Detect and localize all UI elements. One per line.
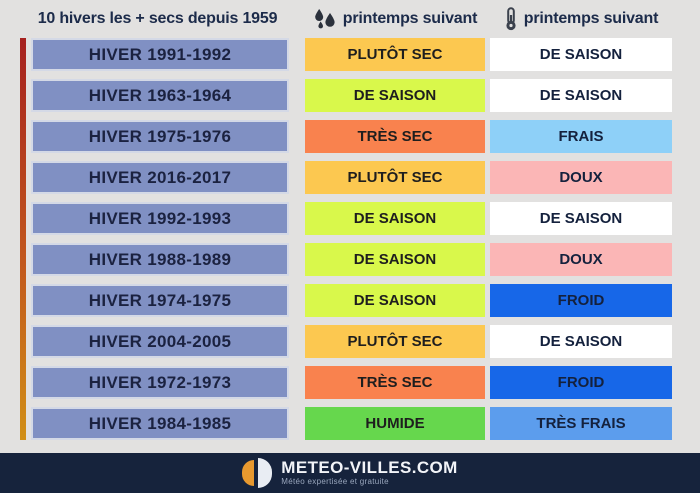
winter-cell: HIVER 1972-1973	[31, 366, 289, 399]
winter-cell: HIVER 1974-1975	[31, 284, 289, 317]
footer-tagline: Météo expertisée et gratuite	[281, 477, 389, 487]
meteo-villes-logo-icon	[242, 458, 273, 488]
logo-half-orange	[242, 460, 255, 486]
temp-cell: FROID	[490, 366, 672, 399]
precip-cell: TRÈS SEC	[305, 120, 485, 153]
temp-column-label: printemps suivant	[523, 9, 659, 27]
winter-cell: HIVER 1988-1989	[31, 243, 289, 276]
table-row: HIVER 1963-1964 DE SAISON DE SAISON	[0, 79, 700, 112]
table-row: HIVER 1972-1973 TRÈS SEC FROID	[0, 366, 700, 399]
table-row: HIVER 1974-1975 DE SAISON FROID	[0, 284, 700, 317]
temp-cell: DOUX	[490, 161, 672, 194]
table-row: HIVER 1975-1976 TRÈS SEC FRAIS	[0, 120, 700, 153]
winter-cell: HIVER 1984-1985	[31, 407, 289, 440]
temp-cell: DE SAISON	[490, 202, 672, 235]
precip-cell: DE SAISON	[305, 202, 485, 235]
temp-column-header: printemps suivant	[490, 0, 672, 37]
temp-cell: FROID	[490, 284, 672, 317]
temp-cell: DOUX	[490, 243, 672, 276]
table-body: HIVER 1991-1992 PLUTÔT SEC DE SAISON HIVER …	[0, 38, 700, 448]
precip-cell: PLUTÔT SEC	[305, 161, 485, 194]
precip-cell: DE SAISON	[305, 243, 485, 276]
temp-cell: DE SAISON	[490, 38, 672, 71]
precip-cell: DE SAISON	[305, 284, 485, 317]
table-row: HIVER 1991-1992 PLUTÔT SEC DE SAISON	[0, 38, 700, 71]
temp-cell: FRAIS	[490, 120, 672, 153]
winter-cell: HIVER 2004-2005	[31, 325, 289, 358]
table-row: HIVER 1988-1989 DE SAISON DOUX	[0, 243, 700, 276]
rank-gradient-bar	[20, 38, 26, 440]
table-row: HIVER 1992-1993 DE SAISON DE SAISON	[0, 202, 700, 235]
thermometer-icon	[506, 6, 516, 30]
precip-cell: PLUTÔT SEC	[305, 325, 485, 358]
winter-cell: HIVER 1963-1964	[31, 79, 289, 112]
footer-brand-block: METEO-VILLES.COM Météo expertisée et gra…	[281, 457, 458, 487]
footer-brand: METEO-VILLES.COM	[281, 457, 458, 477]
temp-cell: DE SAISON	[490, 325, 672, 358]
precip-cell: DE SAISON	[305, 79, 485, 112]
temp-cell: TRÈS FRAIS	[490, 407, 672, 440]
winter-cell: HIVER 1991-1992	[31, 38, 289, 71]
precip-cell: PLUTÔT SEC	[305, 38, 485, 71]
table-row: HIVER 2016-2017 PLUTÔT SEC DOUX	[0, 161, 700, 194]
precip-column-label: printemps suivant	[342, 9, 478, 27]
table-title: 10 hivers les + secs depuis 1959	[37, 9, 278, 27]
table-row: HIVER 1984-1985 HUMIDE TRÈS FRAIS	[0, 407, 700, 440]
precip-cell: HUMIDE	[305, 407, 485, 440]
temp-cell: DE SAISON	[490, 79, 672, 112]
logo-half-white	[258, 458, 273, 488]
winter-cell: HIVER 1975-1976	[31, 120, 289, 153]
table-header: 10 hivers les + secs depuis 1959 printem…	[0, 0, 700, 37]
winter-cell: HIVER 2016-2017	[31, 161, 289, 194]
precip-column-header: printemps suivant	[305, 0, 485, 37]
winter-cell: HIVER 1992-1993	[31, 202, 289, 235]
precip-cell: TRÈS SEC	[305, 366, 485, 399]
table-row: HIVER 2004-2005 PLUTÔT SEC DE SAISON	[0, 325, 700, 358]
water-drops-icon	[314, 8, 335, 28]
footer: METEO-VILLES.COM Météo expertisée et gra…	[0, 453, 700, 493]
